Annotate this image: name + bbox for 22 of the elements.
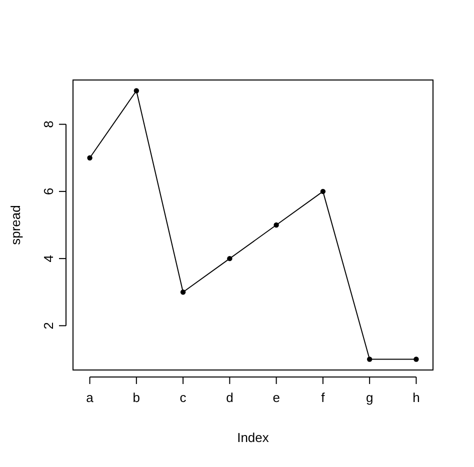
y-tick-label: 2 bbox=[41, 322, 56, 330]
x-tick-label: a bbox=[86, 390, 94, 405]
point bbox=[87, 155, 92, 160]
x-tick-label: d bbox=[226, 390, 234, 405]
point bbox=[274, 222, 279, 228]
x-tick-label: e bbox=[272, 390, 280, 405]
x-tick-label: b bbox=[132, 390, 140, 405]
point bbox=[320, 188, 326, 194]
x-tick-label: f bbox=[321, 390, 326, 405]
x-tick-label: c bbox=[180, 390, 187, 405]
y-axis-title: spread bbox=[8, 205, 23, 245]
point bbox=[227, 256, 232, 262]
x-tick-label: g bbox=[366, 390, 374, 405]
point bbox=[180, 290, 186, 295]
y-tick-label: 8 bbox=[41, 120, 56, 128]
point bbox=[134, 88, 140, 94]
point bbox=[414, 356, 419, 362]
x-axis-title: Index bbox=[237, 430, 270, 445]
x-tick-label: h bbox=[412, 390, 420, 405]
y-tick-label: 4 bbox=[41, 254, 56, 262]
point bbox=[366, 356, 372, 362]
y-tick-label: 6 bbox=[41, 188, 56, 196]
